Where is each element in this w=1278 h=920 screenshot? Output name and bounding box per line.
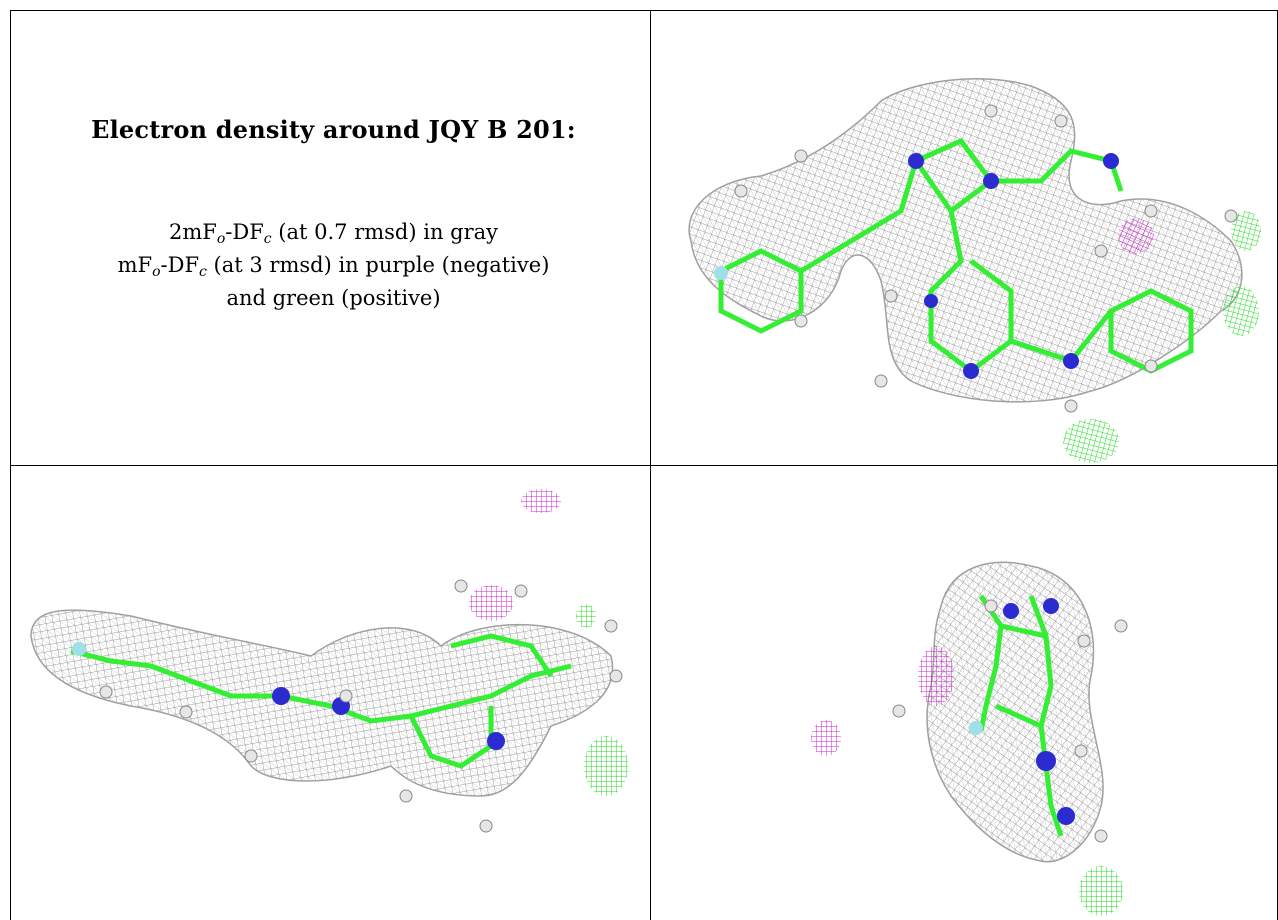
view-top-right [651,11,1277,465]
density-render-top-right [688,78,1261,463]
negative-density-blob [521,489,561,513]
caption-cell: Electron density around JQY B 201: 2mFo-… [11,11,650,465]
density-render-bottom-right [811,561,1128,916]
positive-density-blob [1063,419,1119,463]
density-render-bottom-left [30,489,628,833]
chlorine-atom [969,721,983,735]
nitrogen-atoms [1003,598,1075,825]
ligand-bonds [718,137,1194,375]
caption-body: 2mFo-DFc (at 0.7 rmsd) in gray mFo-DFc (… [31,216,636,315]
hydrogen-atoms [892,599,1128,843]
chlorine-atom [714,266,728,280]
hydrogen-atoms [99,579,623,833]
view-bottom-right [651,466,1277,920]
positive-density-blob [1079,866,1123,916]
positive-density-blob [1223,286,1259,336]
nitrogen-atoms [908,153,1119,379]
positive-density-blob [584,736,628,796]
gray-density-mesh [688,78,1243,403]
ligand-bonds [70,633,572,769]
positive-density-blob [576,604,596,628]
table-border-top [10,10,1278,11]
negative-density-blob [918,646,954,706]
view-bottom-left [11,466,650,920]
table-border-row [10,465,1278,466]
caption-line-green: and green (positive) [226,286,441,310]
chlorine-atom [72,642,86,656]
negative-density-blob [1118,218,1154,254]
caption-title: Electron density around JQY B 201: [91,115,576,144]
negative-density-blob [469,585,513,621]
ligand-bonds [978,594,1064,837]
hydrogen-atoms [734,104,1238,413]
positive-density-blob [1231,211,1261,251]
negative-density-blob [811,720,841,756]
caption-line-2mfo-dfc: 2mFo-DFc (at 0.7 rmsd) in gray [168,220,499,247]
caption-line-mfo-dfc: mFo-DFc (at 3 rmsd) in purple (negative) [117,253,550,280]
figure-table: Electron density around JQY B 201: 2mFo-… [10,10,1278,920]
